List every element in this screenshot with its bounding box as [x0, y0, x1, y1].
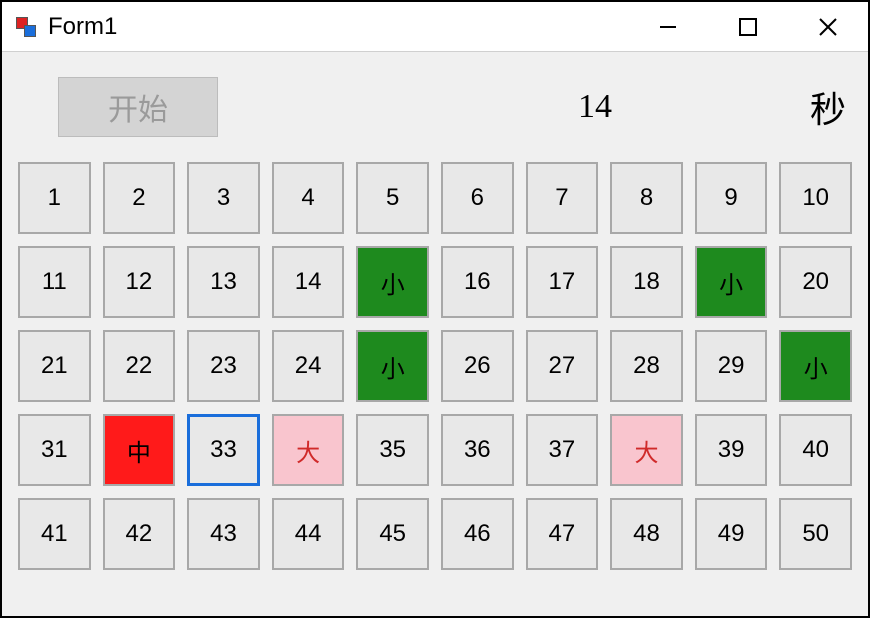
- window-title: Form1: [48, 13, 628, 41]
- minimize-icon: [656, 15, 680, 39]
- grid-cell-18[interactable]: 18: [610, 246, 683, 318]
- grid-cell-34[interactable]: 大: [272, 414, 345, 486]
- minimize-button[interactable]: [628, 2, 708, 51]
- grid-cell-21[interactable]: 21: [18, 330, 91, 402]
- grid-cell-38[interactable]: 大: [610, 414, 683, 486]
- grid-cell-3[interactable]: 3: [187, 162, 260, 234]
- grid-cell-43[interactable]: 43: [187, 498, 260, 570]
- client-area: 开始 14 秒 1234567891011121314小161718小20212…: [2, 52, 868, 616]
- grid-cell-49[interactable]: 49: [695, 498, 768, 570]
- grid-cell-47[interactable]: 47: [526, 498, 599, 570]
- grid-cell-19[interactable]: 小: [695, 246, 768, 318]
- grid-cell-16[interactable]: 16: [441, 246, 514, 318]
- grid-cell-24[interactable]: 24: [272, 330, 345, 402]
- grid-cell-17[interactable]: 17: [526, 246, 599, 318]
- grid-cell-10[interactable]: 10: [779, 162, 852, 234]
- grid-cell-42[interactable]: 42: [103, 498, 176, 570]
- window-controls: [628, 2, 868, 51]
- app-icon: [14, 15, 38, 39]
- grid-cell-12[interactable]: 12: [103, 246, 176, 318]
- grid-cell-5[interactable]: 5: [356, 162, 429, 234]
- grid-cell-29[interactable]: 29: [695, 330, 768, 402]
- grid-cell-2[interactable]: 2: [103, 162, 176, 234]
- maximize-icon: [737, 16, 759, 38]
- grid-cell-14[interactable]: 14: [272, 246, 345, 318]
- start-button[interactable]: 开始: [58, 77, 218, 137]
- cell-grid: 1234567891011121314小161718小2021222324小26…: [18, 162, 852, 570]
- grid-cell-32[interactable]: 中: [103, 414, 176, 486]
- seconds-label: 秒: [810, 81, 846, 133]
- grid-cell-11[interactable]: 11: [18, 246, 91, 318]
- grid-cell-31[interactable]: 31: [18, 414, 91, 486]
- grid-cell-25[interactable]: 小: [356, 330, 429, 402]
- grid-cell-44[interactable]: 44: [272, 498, 345, 570]
- grid-cell-13[interactable]: 13: [187, 246, 260, 318]
- top-row: 开始 14 秒: [18, 52, 852, 162]
- titlebar: Form1: [2, 2, 868, 52]
- grid-cell-1[interactable]: 1: [18, 162, 91, 234]
- grid-cell-6[interactable]: 6: [441, 162, 514, 234]
- grid-cell-35[interactable]: 35: [356, 414, 429, 486]
- grid-cell-36[interactable]: 36: [441, 414, 514, 486]
- grid-cell-23[interactable]: 23: [187, 330, 260, 402]
- close-icon: [816, 15, 840, 39]
- grid-cell-26[interactable]: 26: [441, 330, 514, 402]
- grid-cell-45[interactable]: 45: [356, 498, 429, 570]
- grid-cell-30[interactable]: 小: [779, 330, 852, 402]
- grid-cell-50[interactable]: 50: [779, 498, 852, 570]
- grid-cell-22[interactable]: 22: [103, 330, 176, 402]
- grid-cell-33[interactable]: 33: [187, 414, 260, 486]
- grid-cell-15[interactable]: 小: [356, 246, 429, 318]
- grid-cell-40[interactable]: 40: [779, 414, 852, 486]
- grid-cell-20[interactable]: 20: [779, 246, 852, 318]
- grid-cell-41[interactable]: 41: [18, 498, 91, 570]
- grid-cell-9[interactable]: 9: [695, 162, 768, 234]
- grid-cell-7[interactable]: 7: [526, 162, 599, 234]
- app-window: Form1 开始 14 秒 1234567891011: [0, 0, 870, 618]
- grid-container: 1234567891011121314小161718小2021222324小26…: [18, 162, 852, 570]
- grid-cell-8[interactable]: 8: [610, 162, 683, 234]
- grid-cell-48[interactable]: 48: [610, 498, 683, 570]
- grid-cell-4[interactable]: 4: [272, 162, 345, 234]
- close-button[interactable]: [788, 2, 868, 51]
- grid-cell-39[interactable]: 39: [695, 414, 768, 486]
- grid-cell-37[interactable]: 37: [526, 414, 599, 486]
- maximize-button[interactable]: [708, 2, 788, 51]
- grid-cell-27[interactable]: 27: [526, 330, 599, 402]
- grid-cell-46[interactable]: 46: [441, 498, 514, 570]
- timer-value: 14: [578, 88, 612, 126]
- grid-cell-28[interactable]: 28: [610, 330, 683, 402]
